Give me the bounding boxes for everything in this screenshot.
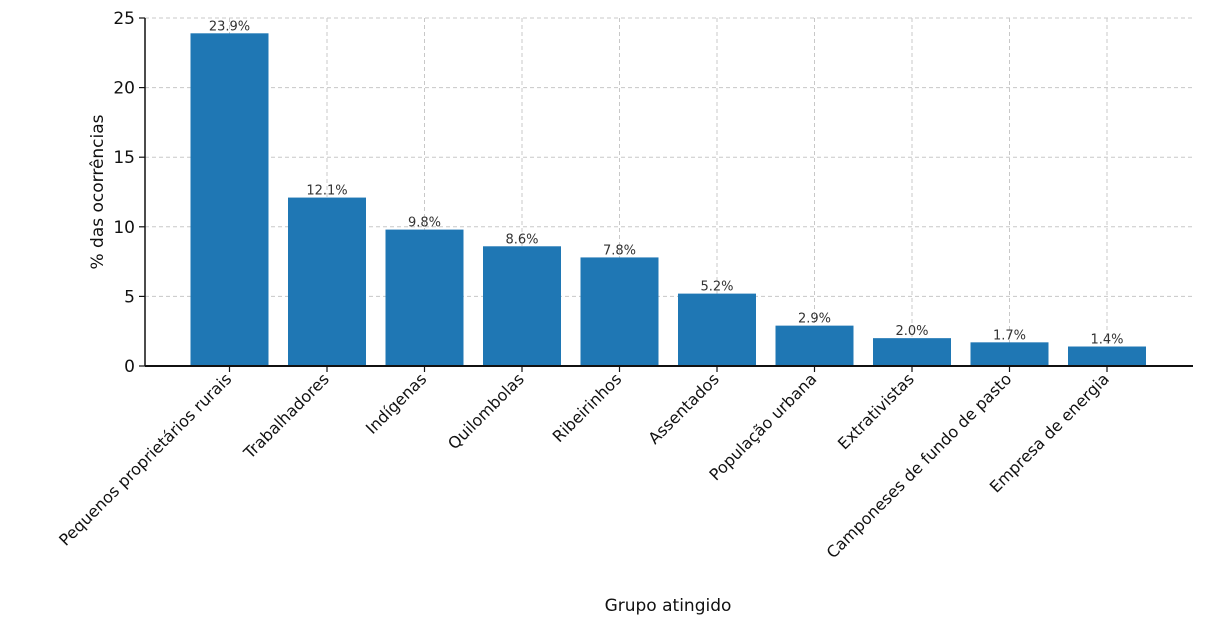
y-tick-label: 20 [113,79,135,99]
y-tick-label: 0 [124,357,135,377]
bar [873,338,951,366]
bar-data-label: 1.4% [1090,333,1123,348]
bar-data-label: 8.6% [505,232,538,247]
x-category-label: Trabalhadores [239,369,333,463]
bar-data-label: 9.8% [408,216,441,231]
x-axis-title: Grupo atingido [605,596,732,616]
x-category-label: População urbana [705,369,820,484]
ticks-layer: 0 5 10 15 20 25 [113,9,1108,377]
x-category-label: Quilombolas [444,369,528,453]
bar [970,342,1049,366]
bar-data-label: 1.7% [993,328,1026,343]
x-category-label: Pequenos proprietários rurais [55,369,235,549]
bar-data-label: 7.8% [603,243,636,258]
x-category-label: Camponeses de fundo de pasto [823,369,1016,562]
bar [483,246,561,366]
bars-layer [190,33,1146,366]
bar-data-label: 5.2% [700,280,733,295]
bar-data-label: 12.1% [306,184,347,199]
x-category-label: Extrativistas [834,369,918,453]
bar-data-label: 2.9% [798,312,831,327]
bar [678,293,756,366]
y-tick-label: 25 [113,9,135,29]
y-axis-title: % das ocorrências [88,114,108,269]
axes-layer [144,18,1193,367]
bar-data-label: 23.9% [209,19,250,34]
x-category-label: Assentados [644,369,722,447]
y-tick-label: 15 [113,148,135,168]
y-tick-label: 10 [113,218,135,238]
bar [1068,346,1146,366]
bar [385,229,464,366]
bar-data-label: 2.0% [895,324,928,339]
x-category-label: Ribeirinhos [549,369,626,446]
bar [288,197,366,366]
x-category-label: Indígenas [362,369,430,437]
y-tick-label: 5 [124,287,135,307]
bar [580,257,659,366]
bar [190,33,269,366]
bar [775,325,854,366]
